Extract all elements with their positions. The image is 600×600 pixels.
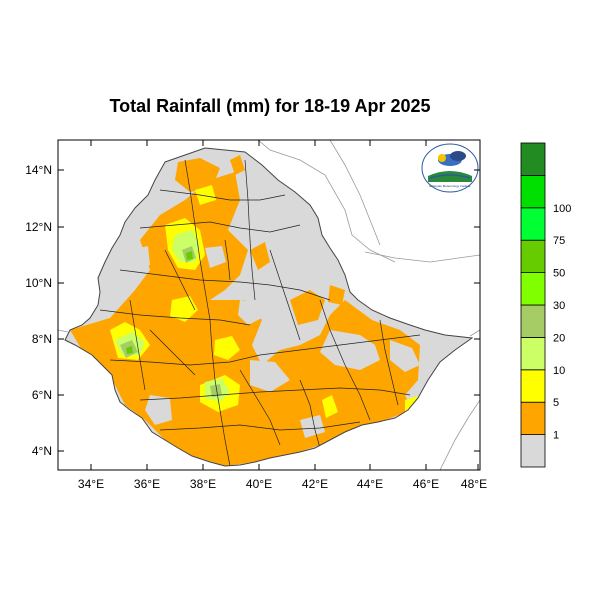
y-tick-label: 8°N — [32, 332, 52, 346]
x-tick-label: 44°E — [357, 477, 383, 491]
x-tick-label: 38°E — [190, 477, 216, 491]
legend-label: 30 — [553, 300, 565, 312]
legend-swatch — [520, 142, 546, 176]
legend-swatch — [520, 207, 546, 241]
legend-label: 10 — [553, 365, 565, 377]
x-tick-label: 40°E — [246, 477, 272, 491]
admin-boundaries — [99, 159, 421, 466]
legend-swatch — [520, 272, 546, 306]
legend-swatch — [520, 336, 546, 371]
x-tick-label: 36°E — [134, 477, 160, 491]
x-axis: 34°E 36°E 38°E 40°E 42°E 44°E 46°E 48°E — [78, 140, 487, 491]
legend-swatch — [520, 401, 546, 436]
x-tick-label: 46°E — [413, 477, 439, 491]
legend-swatch — [520, 369, 546, 403]
x-tick-label: 48°E — [461, 477, 487, 491]
legend-label: 100 — [553, 203, 571, 215]
map-background — [58, 140, 480, 470]
y-tick-label: 6°N — [32, 388, 52, 402]
legend-label: 20 — [553, 332, 565, 344]
map-title: Total Rainfall (mm) for 18-19 Apr 2025 — [109, 96, 431, 116]
y-tick-label: 10°N — [25, 276, 52, 290]
rainfall-field — [65, 148, 472, 466]
y-axis: 14°N 12°N 10°N 8°N 6°N 4°N — [25, 163, 480, 458]
legend-colorbar: 1 5 10 20 30 50 75 100 — [520, 142, 571, 468]
map-frame — [57, 139, 481, 471]
legend-label: 1 — [553, 430, 559, 442]
legend-swatch — [520, 304, 546, 338]
y-tick-label: 14°N — [25, 163, 52, 177]
legend-label: 75 — [553, 235, 565, 247]
legend-label: 50 — [553, 268, 565, 280]
x-tick-label: 34°E — [78, 477, 104, 491]
legend-swatch — [520, 434, 546, 468]
country-outline — [64, 147, 474, 467]
y-tick-label: 4°N — [32, 444, 52, 458]
legend-label: 5 — [553, 397, 559, 409]
institute-logo: Ethiopian Meteorology Institute — [421, 143, 479, 193]
x-tick-label: 42°E — [302, 477, 328, 491]
legend-swatch — [520, 174, 546, 209]
logo-text: Ethiopian Meteorology Institute — [429, 184, 471, 188]
legend-swatch — [520, 239, 546, 273]
y-tick-label: 12°N — [25, 220, 52, 234]
